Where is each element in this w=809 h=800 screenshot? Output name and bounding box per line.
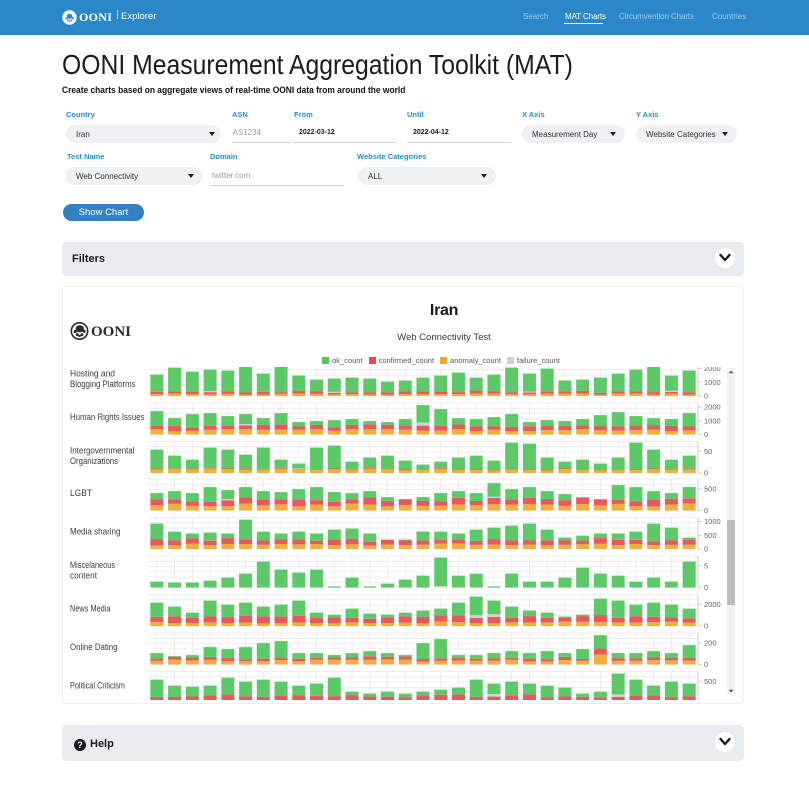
svg-text:Blogging Platforms: Blogging Platforms	[70, 379, 136, 389]
svg-text:1000: 1000	[704, 416, 721, 425]
svg-text:5: 5	[704, 561, 708, 570]
svg-text:Miscelaneous: Miscelaneous	[70, 560, 115, 570]
svg-text:Media sharing: Media sharing	[70, 527, 121, 537]
svg-text:0: 0	[704, 622, 708, 631]
svg-text:1000: 1000	[704, 517, 721, 526]
svg-text:News Media: News Media	[70, 604, 111, 614]
svg-text:OONI: OONI	[91, 324, 131, 340]
svg-text:1000: 1000	[704, 378, 721, 387]
svg-text:0: 0	[704, 469, 708, 478]
svg-text:Organizations: Organizations	[70, 456, 118, 466]
svg-text:content: content	[70, 570, 97, 580]
svg-text:Hosting and: Hosting and	[70, 368, 115, 378]
svg-text:0: 0	[704, 699, 708, 700]
svg-text:200: 200	[704, 638, 717, 647]
svg-text:2000: 2000	[704, 403, 721, 412]
svg-text:2000: 2000	[704, 364, 721, 373]
svg-text:2000: 2000	[704, 600, 721, 609]
svg-text:0: 0	[704, 583, 708, 592]
svg-text:Intergovernmental: Intergovernmental	[70, 445, 135, 455]
svg-text:Online Dating: Online Dating	[70, 642, 118, 652]
svg-text:500: 500	[704, 531, 717, 540]
svg-text:500: 500	[704, 484, 717, 493]
svg-text:0: 0	[704, 660, 708, 669]
svg-text:500: 500	[704, 677, 717, 686]
svg-text:0: 0	[704, 430, 708, 439]
svg-text:0: 0	[704, 545, 708, 554]
svg-text:50: 50	[704, 447, 712, 456]
svg-text:Political Criticism: Political Criticism	[70, 681, 125, 691]
svg-text:Human Rights Issues: Human Rights Issues	[70, 412, 145, 422]
svg-text:LGBT: LGBT	[70, 488, 92, 498]
svg-text:0: 0	[704, 392, 708, 401]
svg-text:0: 0	[704, 506, 708, 515]
